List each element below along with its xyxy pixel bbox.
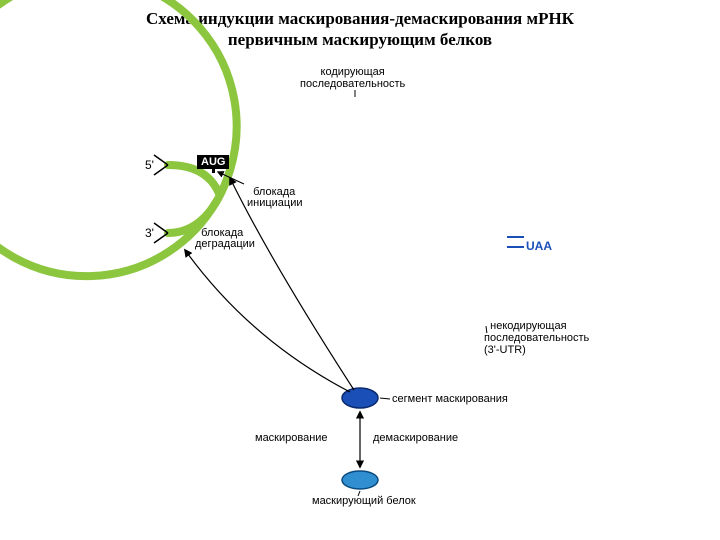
text-coding-seq: кодирующая последовательность xyxy=(300,66,405,90)
text-aug: AUG xyxy=(201,156,225,168)
text-noncoding: некодирующая последовательность (3'-UTR) xyxy=(484,320,589,356)
label-block-degr: блокада деградации xyxy=(195,216,255,251)
label-5prime: 5' xyxy=(145,158,154,172)
text-3prime: 3' xyxy=(145,226,154,240)
text-5prime: 5' xyxy=(145,158,154,172)
label-coding-seq: кодирующая последовательность xyxy=(300,66,405,90)
label-mask-protein: маскирующий белок xyxy=(312,495,416,507)
label-demasking: демаскирование xyxy=(373,432,458,444)
text-masking: маскирование xyxy=(255,432,328,444)
text-mask-protein: маскирующий белок xyxy=(312,495,416,507)
text-mask-segment: сегмент маскирования xyxy=(392,393,508,405)
label-noncoding: некодирующая последовательность (3'-UTR) xyxy=(484,308,589,356)
text-demasking: демаскирование xyxy=(373,432,458,444)
aug-box: AUG xyxy=(197,155,229,169)
label-3prime: 3' xyxy=(145,226,154,240)
label-masking: маскирование xyxy=(255,432,328,444)
text-block-degr: блокада деградации xyxy=(195,227,255,251)
label-mask-segment: сегмент маскирования xyxy=(392,393,508,405)
label-block-init: блокада инициации xyxy=(247,175,303,210)
text-uaa: UAA xyxy=(526,239,552,253)
text-block-init: блокада инициации xyxy=(247,186,303,210)
label-uaa: UAA xyxy=(526,239,552,253)
